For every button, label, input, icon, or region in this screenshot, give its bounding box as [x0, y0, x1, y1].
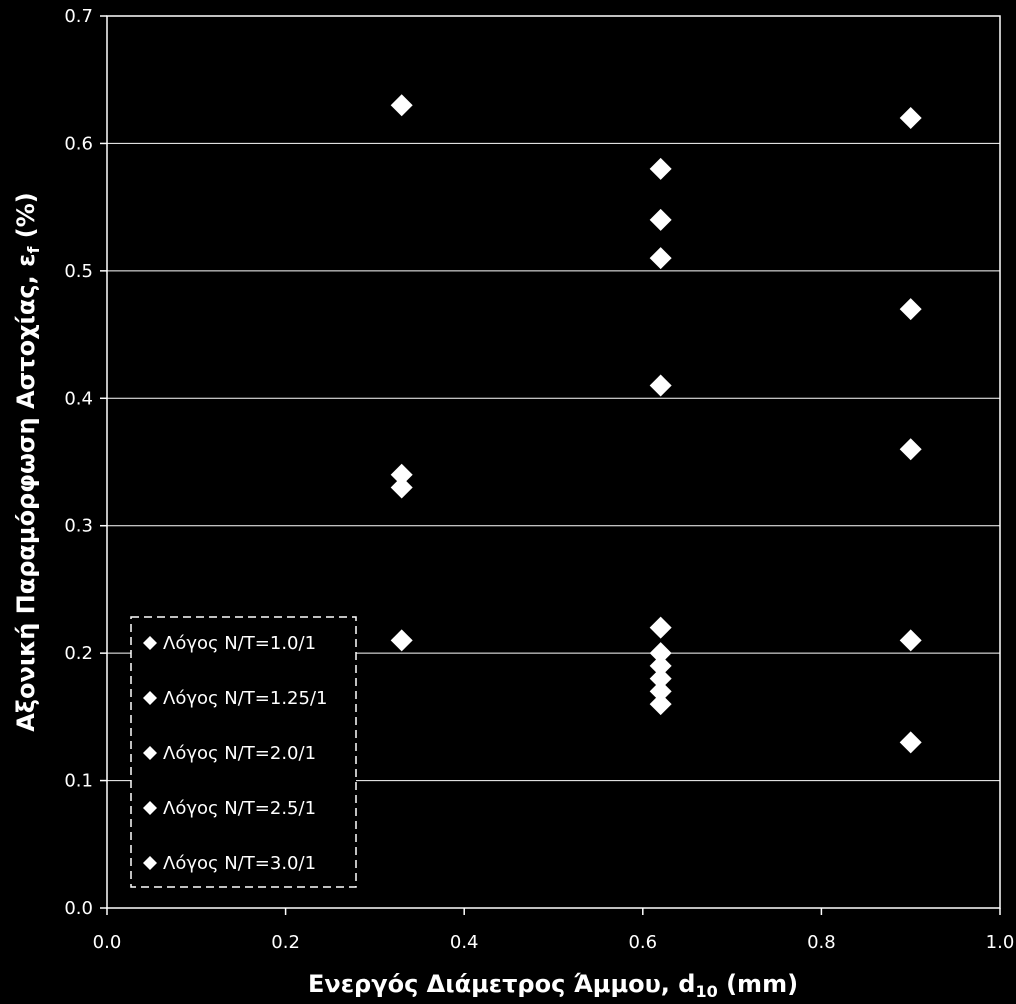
x-tick-label: 0.4 — [450, 932, 479, 953]
x-axis-title-unit: (mm) — [718, 970, 798, 998]
x-tick-label: 0.8 — [807, 932, 836, 953]
y-axis-tick-labels: 0.0 0.1 0.2 0.3 0.4 0.5 0.6 0.7 — [64, 6, 93, 919]
y-tick-label: 0.7 — [64, 6, 93, 27]
data-point-s2-p1 — [649, 247, 672, 270]
data-point-s4-p0 — [390, 629, 413, 652]
axis-ticks — [100, 15, 1001, 915]
data-point-s3-p2 — [649, 616, 672, 639]
legend: Λόγος Ν/Τ=1.0/1 Λόγος Ν/Τ=1.25/1 Λόγος Ν/Τ… — [130, 616, 357, 888]
data-point-s3-p3 — [649, 642, 672, 665]
y-tick-label: 0.6 — [64, 133, 93, 154]
y-tick-label: 0.5 — [64, 261, 93, 282]
legend-marker-3 — [143, 801, 157, 815]
plot-area-frame — [106, 15, 1001, 909]
data-point-s2-p2 — [899, 298, 922, 321]
legend-marker-2 — [143, 746, 157, 760]
legend-label-1: Λόγος Ν/Τ=1.25/1 — [163, 688, 327, 709]
x-axis-tick-labels: 0.0 0.2 0.4 0.6 0.8 1.0 — [93, 932, 1015, 953]
y-tick-label: 0.2 — [64, 643, 93, 664]
legend-marker-0 — [143, 636, 157, 650]
data-point-s3-p0 — [390, 476, 413, 499]
data-point-s3-p4 — [649, 654, 672, 677]
x-tick-label: 1.0 — [986, 932, 1015, 953]
x-axis-title-subscript: 10 — [695, 982, 717, 1001]
y-tick-label: 0.1 — [64, 771, 93, 792]
legend-items: Λόγος Ν/Τ=1.0/1 Λόγος Ν/Τ=1.25/1 Λόγος Ν/Τ… — [143, 633, 327, 874]
legend-label-4: Λόγος Ν/Τ=3.0/1 — [163, 853, 316, 874]
data-point-s4-p2 — [649, 680, 672, 703]
legend-marker-1 — [143, 691, 157, 705]
x-axis-title: Ενεργός Διάμετρος Άμμου, d10 (mm) — [308, 970, 798, 1001]
x-tick-label: 0.2 — [271, 932, 300, 953]
data-point-s3-p5 — [899, 438, 922, 461]
data-point-s4-p3 — [649, 693, 672, 716]
data-point-s0-p1 — [649, 157, 672, 180]
legend-label-2: Λόγος Ν/Τ=2.0/1 — [163, 743, 316, 764]
legend-label-0: Λόγος Ν/Τ=1.0/1 — [163, 633, 316, 654]
data-point-s2-p0 — [390, 463, 413, 486]
data-point-s4-p1 — [649, 667, 672, 690]
x-tick-label: 0.6 — [628, 932, 657, 953]
y-tick-label: 0.0 — [64, 898, 93, 919]
x-tick-label: 0.0 — [93, 932, 122, 953]
legend-label-3: Λόγος Ν/Τ=2.5/1 — [163, 798, 316, 819]
data-point-s1-p0 — [649, 208, 672, 231]
y-axis-title-subscript: f — [24, 246, 43, 254]
x-axis-title-main: Ενεργός Διάμετρος Άμμου, d — [308, 970, 696, 998]
y-axis-title-main: Αξονική Παραμόρφωση Αστοχίας, ε — [12, 254, 40, 732]
data-point-s3-p1 — [649, 374, 672, 397]
y-tick-label: 0.4 — [64, 388, 93, 409]
data-points — [390, 94, 922, 754]
legend-marker-4 — [143, 856, 157, 870]
data-point-s0-p2 — [899, 106, 922, 129]
legend-box — [130, 616, 357, 888]
data-point-s3-p6 — [899, 629, 922, 652]
y-axis-title: Αξονική Παραμόρφωση Αστοχίας, εf (%) — [12, 192, 43, 732]
y-tick-label: 0.3 — [64, 516, 93, 537]
y-axis-title-unit: (%) — [12, 192, 40, 246]
data-point-s0-p0 — [390, 94, 413, 117]
data-point-s4-p4 — [899, 731, 922, 754]
